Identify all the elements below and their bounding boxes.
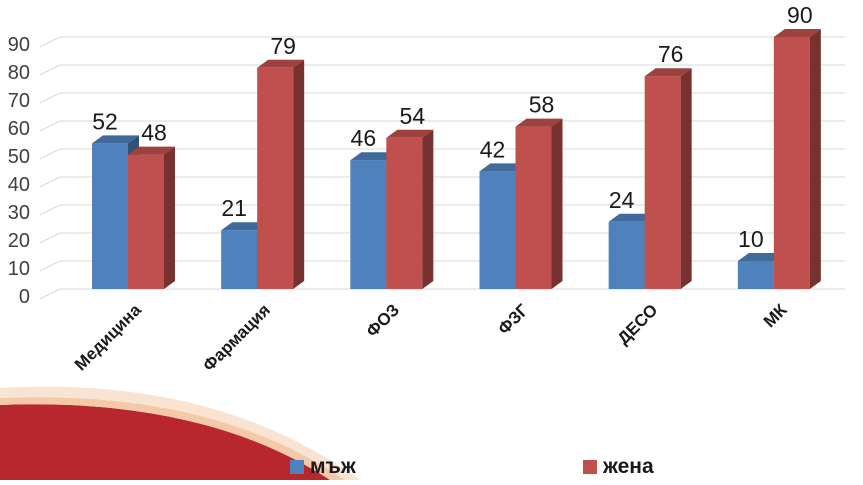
y-tick-label: 0 <box>19 286 30 308</box>
y-axis-ticks: 0 10 20 30 40 50 60 70 80 90 <box>8 34 30 308</box>
data-label: 54 <box>400 103 426 129</box>
y-tick-label: 10 <box>8 258 30 280</box>
legend-label-female: жена <box>603 455 654 478</box>
gridline <box>39 120 845 132</box>
x-axis-ticks: Медицина Фармация ФОЗ ФЗГ ДЕСО МК <box>71 300 791 375</box>
x-tick-label: ДЕСО <box>614 300 662 348</box>
x-tick-label: ФЗГ <box>494 300 532 338</box>
data-label: 76 <box>658 41 684 67</box>
y-tick-label: 60 <box>8 118 30 140</box>
gridline <box>39 92 845 104</box>
data-label: 46 <box>351 125 377 151</box>
legend-item-female: жена <box>583 455 654 479</box>
x-tick-label: МК <box>760 300 791 331</box>
legend-label-male: мъж <box>310 455 356 478</box>
bar-female <box>773 29 821 289</box>
legend-swatch-female <box>583 460 597 474</box>
gridline <box>39 176 845 188</box>
x-tick-label: ФОЗ <box>363 300 404 341</box>
data-label: 10 <box>738 226 764 252</box>
data-label: 79 <box>270 33 296 59</box>
gridline <box>39 36 845 48</box>
data-label: 52 <box>92 108 118 134</box>
bar-female <box>128 146 175 289</box>
bar-female <box>257 59 305 289</box>
x-tick-label: Медицина <box>71 300 145 374</box>
legend-item-male: мъж <box>290 455 356 479</box>
bars <box>92 29 821 289</box>
gridline <box>39 148 845 160</box>
legend: мъж жена <box>0 452 863 480</box>
y-tick-label: 70 <box>8 90 30 112</box>
y-tick-label: 30 <box>8 202 30 224</box>
y-tick-label: 40 <box>8 174 30 196</box>
gridline <box>39 288 845 300</box>
bar-female <box>644 68 692 289</box>
data-label: 42 <box>480 136 506 162</box>
data-label: 90 <box>787 2 813 28</box>
data-label: 58 <box>529 92 555 118</box>
gridline <box>39 232 845 244</box>
gridline <box>39 204 845 216</box>
legend-swatch-male <box>290 460 304 474</box>
data-labels: 52 48 21 79 46 54 42 58 24 76 10 90 <box>92 2 812 252</box>
decorative-swoosh <box>0 386 360 480</box>
gridline <box>39 64 845 76</box>
bar-female <box>386 129 434 289</box>
y-tick-label: 80 <box>8 62 30 84</box>
y-tick-label: 20 <box>8 230 30 252</box>
y-tick-label: 50 <box>8 146 30 168</box>
y-tick-label: 90 <box>8 34 30 56</box>
gridlines <box>39 36 845 300</box>
data-label: 24 <box>609 187 635 213</box>
data-label: 48 <box>141 120 167 146</box>
x-tick-label: Фармация <box>199 300 274 375</box>
data-label: 21 <box>221 195 247 221</box>
bar-female <box>515 118 563 289</box>
gridline <box>39 260 845 272</box>
